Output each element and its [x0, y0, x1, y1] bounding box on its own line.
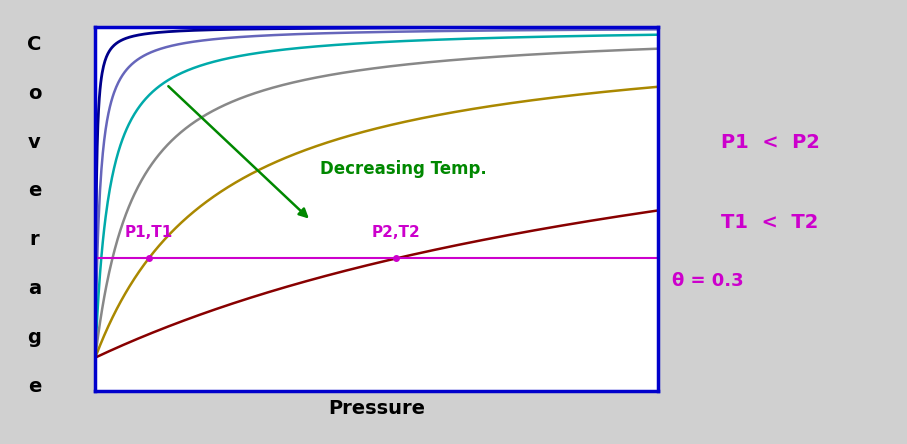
Text: r: r [30, 230, 39, 249]
Text: Decreasing Temp.: Decreasing Temp. [320, 160, 487, 178]
Text: P2,T2: P2,T2 [372, 225, 421, 240]
Text: g: g [27, 328, 42, 347]
Text: P1,T1: P1,T1 [124, 225, 173, 240]
Text: o: o [28, 84, 41, 103]
Text: a: a [28, 279, 41, 298]
Text: e: e [28, 377, 41, 396]
Text: e: e [28, 182, 41, 200]
Text: P1  <  P2: P1 < P2 [721, 133, 820, 151]
X-axis label: Pressure: Pressure [328, 399, 424, 418]
Text: T1  <  T2: T1 < T2 [721, 213, 818, 231]
Text: C: C [27, 35, 42, 54]
Text: θ = 0.3: θ = 0.3 [671, 273, 743, 290]
Text: v: v [28, 133, 41, 151]
